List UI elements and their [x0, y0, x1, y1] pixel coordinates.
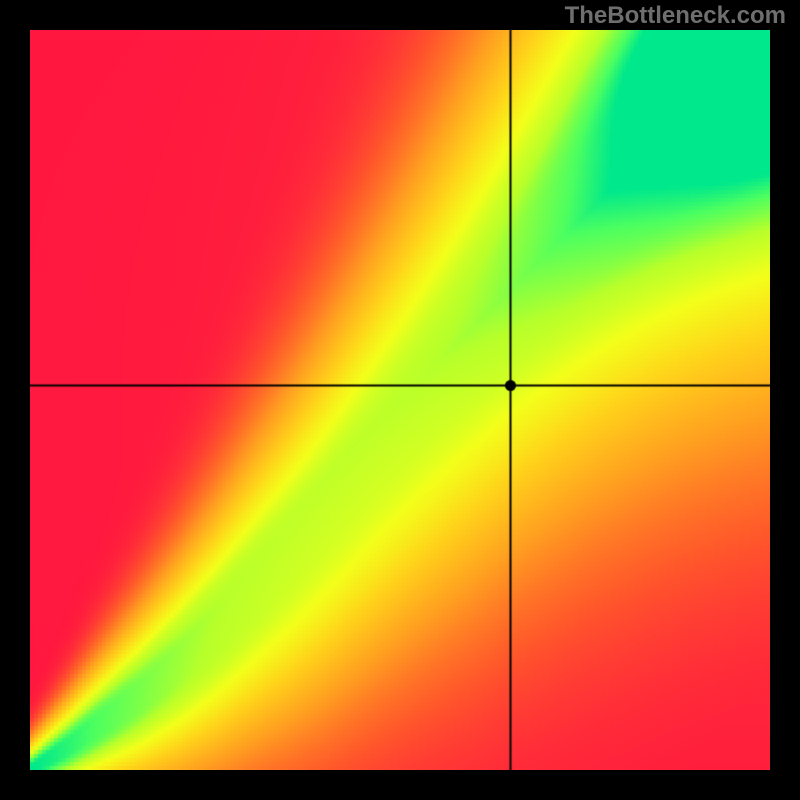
- watermark-text: TheBottleneck.com: [565, 2, 786, 30]
- chart-container: TheBottleneck.com: [0, 0, 800, 800]
- bottleneck-heatmap: [30, 30, 770, 770]
